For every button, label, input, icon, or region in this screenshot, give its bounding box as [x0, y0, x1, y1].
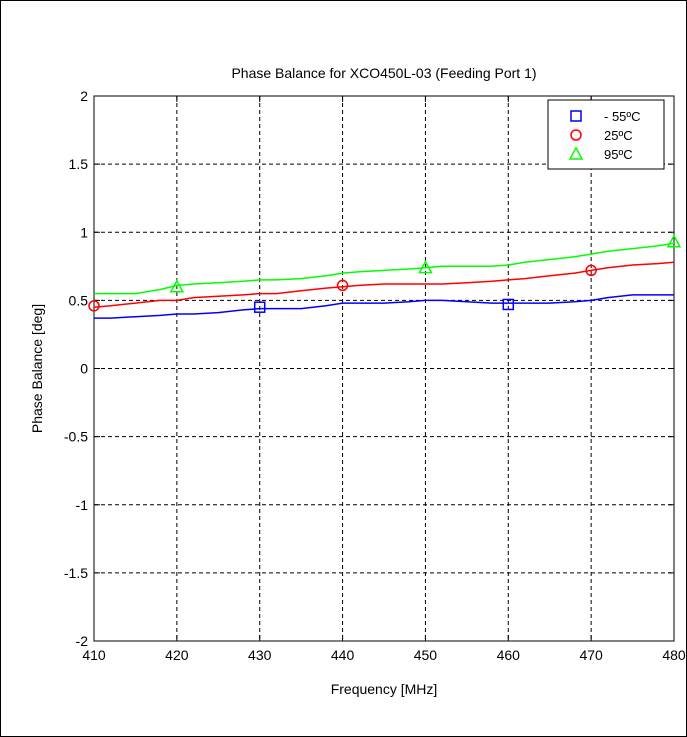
y-tick-label: -0.5: [64, 429, 88, 445]
triangle-marker: [666, 234, 682, 248]
y-tick-label: 2: [80, 88, 88, 104]
x-tick-label: 470: [579, 647, 603, 663]
legend-label: 95ºC: [604, 147, 633, 162]
series-line: [94, 242, 675, 295]
legend-box: [547, 99, 665, 170]
y-tick-label: 1.5: [69, 156, 89, 172]
x-axis-label: Frequency [MHz]: [331, 681, 438, 697]
series-line: [94, 294, 674, 319]
y-tick-label: -1.5: [64, 565, 88, 581]
series-group: [94, 234, 682, 295]
y-tick-label: -2: [76, 633, 89, 649]
x-tick-label: 460: [497, 647, 521, 663]
x-tick-label: 440: [331, 647, 355, 663]
triangle-marker: [568, 146, 584, 160]
series-group: [88, 261, 675, 312]
axes: 410 420 430 440 450 460 470 480 -2 -1.5 -1 -0.5 0 0.5…: [64, 88, 686, 663]
series-line: [93, 261, 675, 308]
legend-label: 25ºC: [604, 128, 633, 143]
square-marker: [502, 298, 515, 311]
series-layer: [88, 234, 682, 319]
chart-title: Phase Balance for XCO450L-03 (Feeding Po…: [231, 65, 536, 81]
circle-marker: [570, 129, 582, 141]
series-group: [94, 294, 674, 319]
y-axis-label: Phase Balance [deg]: [29, 304, 45, 433]
legend-label: - 55ºC: [604, 109, 641, 124]
circle-marker: [585, 264, 597, 277]
x-tick-label: 450: [414, 647, 438, 663]
y-tick-label: -1: [76, 497, 89, 513]
legend: - 55ºC 25ºC 95ºC: [547, 99, 665, 170]
square-marker: [570, 110, 582, 122]
x-tick-label: 410: [82, 647, 106, 663]
y-tick-label: 0.5: [69, 292, 89, 308]
grid-lines: [94, 96, 674, 641]
x-tick-label: 480: [662, 647, 686, 663]
y-tick-label: 1: [80, 224, 88, 240]
triangle-marker: [169, 279, 185, 293]
circle-marker: [336, 279, 349, 292]
x-tick-label: 420: [165, 647, 189, 663]
x-tick-label: 430: [248, 647, 272, 663]
y-tick-label: 0: [80, 361, 88, 377]
square-marker: [253, 301, 266, 313]
circle-marker: [88, 300, 100, 312]
triangle-marker: [418, 260, 433, 274]
